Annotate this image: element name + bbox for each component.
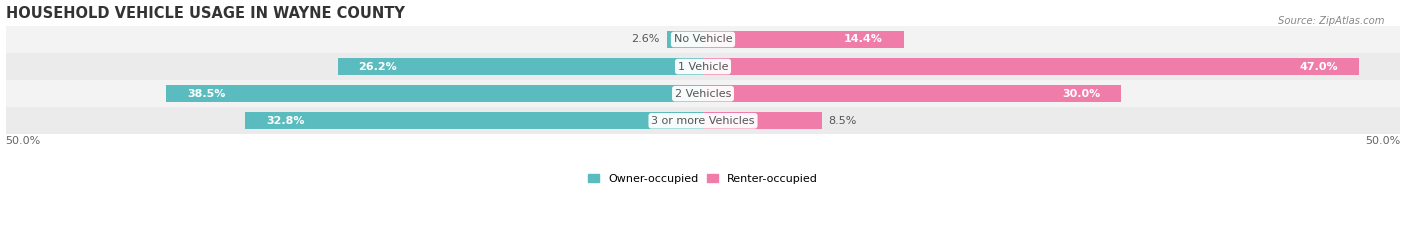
Text: 2.6%: 2.6% [631, 34, 659, 45]
Bar [666, 31, 703, 48]
Bar [6, 53, 1400, 80]
Text: 32.8%: 32.8% [266, 116, 305, 126]
Text: 30.0%: 30.0% [1063, 89, 1101, 99]
Text: No Vehicle: No Vehicle [673, 34, 733, 45]
Text: 2 Vehicles: 2 Vehicles [675, 89, 731, 99]
Bar [703, 85, 1122, 102]
Text: 1 Vehicle: 1 Vehicle [678, 62, 728, 72]
Bar [6, 107, 1400, 134]
Bar [337, 58, 703, 75]
Bar [6, 80, 1400, 107]
Bar [6, 26, 1400, 53]
Text: 26.2%: 26.2% [359, 62, 398, 72]
Text: 3 or more Vehicles: 3 or more Vehicles [651, 116, 755, 126]
Legend: Owner-occupied, Renter-occupied: Owner-occupied, Renter-occupied [583, 169, 823, 188]
Text: 14.4%: 14.4% [844, 34, 883, 45]
Bar [703, 31, 904, 48]
Text: HOUSEHOLD VEHICLE USAGE IN WAYNE COUNTY: HOUSEHOLD VEHICLE USAGE IN WAYNE COUNTY [6, 6, 405, 21]
Text: Source: ZipAtlas.com: Source: ZipAtlas.com [1278, 16, 1385, 26]
Text: 50.0%: 50.0% [6, 136, 41, 146]
Text: 8.5%: 8.5% [828, 116, 856, 126]
Text: 50.0%: 50.0% [1365, 136, 1400, 146]
Bar [703, 112, 821, 129]
Bar [166, 85, 703, 102]
Text: 47.0%: 47.0% [1299, 62, 1337, 72]
Text: 38.5%: 38.5% [187, 89, 225, 99]
Bar [246, 112, 703, 129]
Bar [703, 58, 1358, 75]
